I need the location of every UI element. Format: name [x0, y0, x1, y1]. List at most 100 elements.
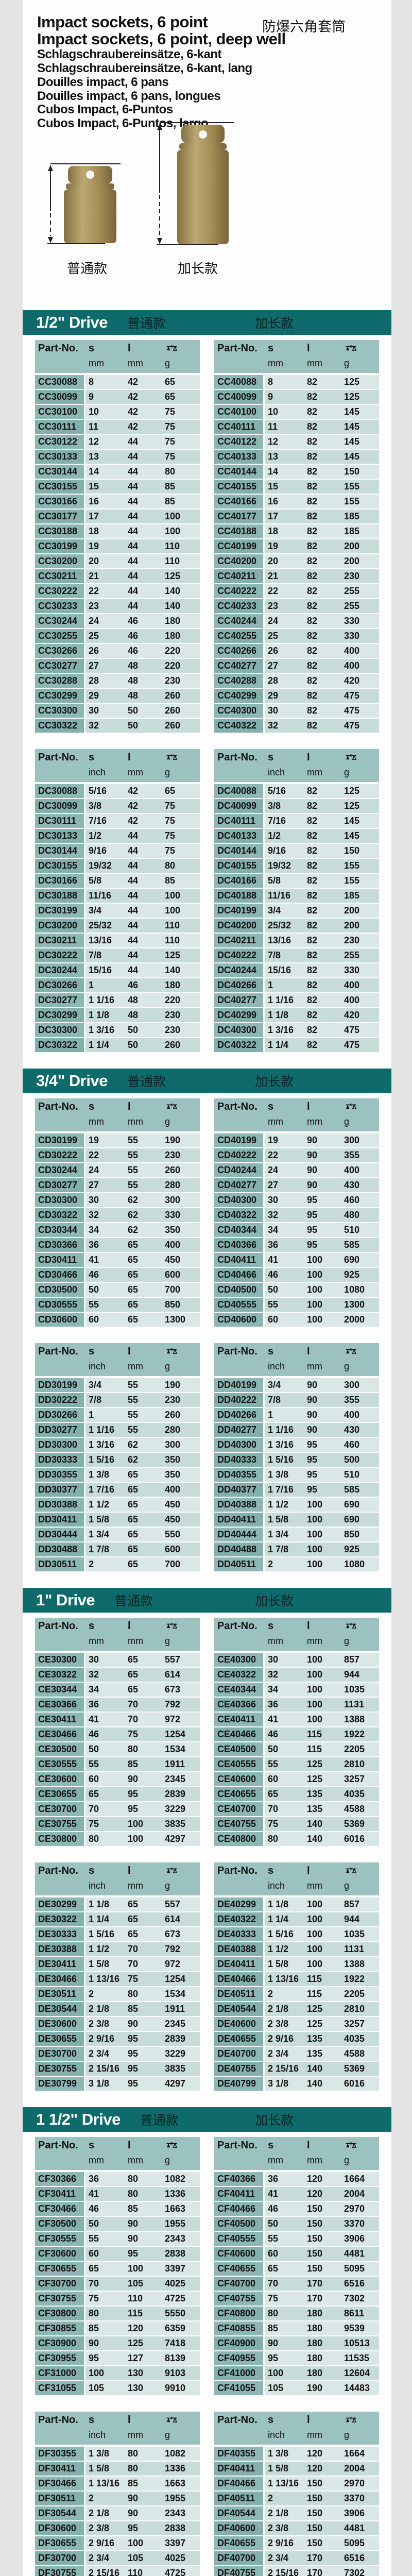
col-unit-blank — [214, 357, 265, 374]
table-row: DC40111 7/16 82 145 — [214, 814, 379, 829]
cell-weight: 1080 — [341, 1283, 379, 1298]
cell-length: 65 — [125, 1927, 162, 1943]
cell-size: 1/2 — [265, 829, 304, 844]
table-row: CC30166 16 44 85 — [35, 495, 200, 510]
cell-size: 24 — [265, 1163, 304, 1179]
cell-length: 55 — [125, 1423, 162, 1438]
table-row: DC30300 1 3/16 50 230 — [35, 1023, 200, 1039]
col-unit-s: mm — [85, 2154, 125, 2171]
cell-length: 70 — [125, 1698, 162, 1713]
cell-length: 115 — [304, 1742, 341, 1758]
cell-weight: 230 — [341, 934, 379, 949]
col-header-weight — [162, 749, 200, 767]
col-header-s: s — [85, 1098, 125, 1116]
table-pair-1-2-drive-mm: Part-No. s l mm mm g CC30088 8 42 65 CC30099 9 42 65 C… — [23, 340, 391, 734]
table-row: CC40300 30 82 475 — [214, 704, 379, 719]
cell-length: 82 — [304, 450, 341, 465]
cell-weight: 1388 — [341, 1713, 379, 1728]
scale-icon — [346, 345, 357, 351]
cell-size: 1 7/8 — [265, 1543, 304, 1558]
table-row: DD40266 1 90 400 — [214, 1408, 379, 1423]
table-row: CC40277 27 82 400 — [214, 659, 379, 674]
cell-part-no: CC40266 — [214, 644, 265, 659]
cell-part-no: CD30466 — [35, 1268, 85, 1283]
cell-size: 36 — [265, 1238, 304, 1253]
cell-size: 12 — [85, 435, 125, 450]
cell-length: 82 — [304, 495, 341, 510]
table-row: DF40511 2 150 3370 — [214, 2492, 379, 2507]
cell-part-no: DC30300 — [35, 1023, 85, 1039]
table-row: CC30155 15 44 85 — [35, 480, 200, 495]
cell-size: 23 — [85, 599, 125, 615]
cell-length: 100 — [304, 1942, 341, 1958]
cell-size: 16 — [85, 495, 125, 510]
cell-length: 150 — [304, 2492, 341, 2507]
regular-label-cn: 普通款 — [140, 2113, 179, 2128]
cell-length: 150 — [304, 2202, 341, 2217]
title-es: Cubos Impact, 6-Puntos — [37, 103, 173, 117]
cell-weight: 2004 — [341, 2187, 379, 2202]
title-de-long: Schlagschraubereinsätze, 6-kant, lang — [37, 61, 252, 75]
table-1-2-drive-mm-regular: Part-No. s l mm mm g CC30088 8 42 65 CC30099 9 42 65 C… — [35, 340, 200, 734]
cell-part-no: CE40300 — [214, 1651, 265, 1668]
cell-length: 65 — [125, 1895, 162, 1913]
table-pair-3-4-drive-mm: Part-No. s l mm mm g CD30199 19 55 190 CD30222 22 55… — [23, 1098, 391, 1328]
cell-size: 100 — [265, 2366, 304, 2382]
table-row: DD40488 1 7/8 100 925 — [214, 1543, 379, 1558]
cell-size: 32 — [85, 719, 125, 734]
table-row: CD30600 60 65 1300 — [35, 1313, 200, 1328]
cell-part-no: DE40322 — [214, 1912, 265, 1928]
cell-weight: 1922 — [341, 1972, 379, 1988]
cell-weight: 2205 — [341, 1742, 379, 1758]
cell-part-no: CF30600 — [35, 2247, 85, 2262]
col-header-part-no: Part-No. — [214, 1862, 265, 1880]
cell-weight: 1254 — [162, 1972, 200, 1988]
col-header-part-no: Part-No. — [214, 749, 265, 767]
cell-part-no: CF30900 — [35, 2336, 85, 2352]
table-row: CD30244 24 55 260 — [35, 1163, 200, 1179]
table-row: CF30555 55 90 2343 — [35, 2232, 200, 2247]
cell-size: 5/8 — [265, 874, 304, 889]
cell-length: 170 — [304, 2551, 341, 2567]
cell-weight: 10513 — [341, 2336, 379, 2352]
col-header-part-no: Part-No. — [214, 1098, 265, 1116]
table-row: CE40800 80 140 6016 — [214, 1832, 379, 1848]
cell-part-no: DE40544 — [214, 2002, 265, 2018]
cell-size: 70 — [85, 1802, 125, 1818]
cell-part-no: CE40555 — [214, 1757, 265, 1773]
table-row: CE30300 30 65 557 — [35, 1651, 200, 1668]
cell-length: 65 — [125, 1683, 162, 1698]
cell-part-no: DC40322 — [214, 1038, 265, 1054]
table-row: DC40099 3/8 82 125 — [214, 799, 379, 815]
cell-size: 19 — [265, 539, 304, 555]
cell-part-no: DC30211 — [35, 934, 85, 949]
cell-weight: 400 — [341, 993, 379, 1009]
cell-length: 65 — [125, 1513, 162, 1528]
cell-weight: 100 — [162, 889, 200, 904]
cell-part-no: CC30188 — [35, 524, 85, 540]
cell-weight: 400 — [341, 978, 379, 994]
cell-part-no: CD30411 — [35, 1253, 85, 1268]
cell-part-no: DE40799 — [214, 2077, 265, 2092]
cell-weight: 2345 — [162, 1772, 200, 1788]
cell-size: 24 — [85, 614, 125, 630]
cell-length: 180 — [304, 2307, 341, 2322]
col-unit-blank — [214, 2429, 265, 2445]
cell-part-no: CF40755 — [214, 2292, 265, 2307]
cell-size: 2 1/8 — [85, 2506, 125, 2522]
cell-part-no: DD30444 — [35, 1528, 85, 1543]
cell-length: 65 — [125, 1668, 162, 1683]
cell-weight: 260 — [162, 1038, 200, 1054]
long-label-cn: 加长款 — [254, 316, 294, 331]
col-unit-weight: g — [162, 1879, 200, 1896]
cell-part-no: DC40300 — [214, 1023, 265, 1039]
cell-length: 90 — [304, 1131, 341, 1149]
cell-size: 2 3/8 — [265, 2017, 304, 2032]
cell-length: 44 — [125, 554, 162, 570]
cell-size: 41 — [85, 1713, 125, 1728]
cell-part-no: DE30544 — [35, 2002, 85, 2018]
table-row: CF30855 85 120 6359 — [35, 2321, 200, 2337]
col-header-l: l — [304, 1098, 341, 1116]
cell-weight: 5550 — [162, 2307, 200, 2322]
cell-weight: 150 — [341, 465, 379, 480]
